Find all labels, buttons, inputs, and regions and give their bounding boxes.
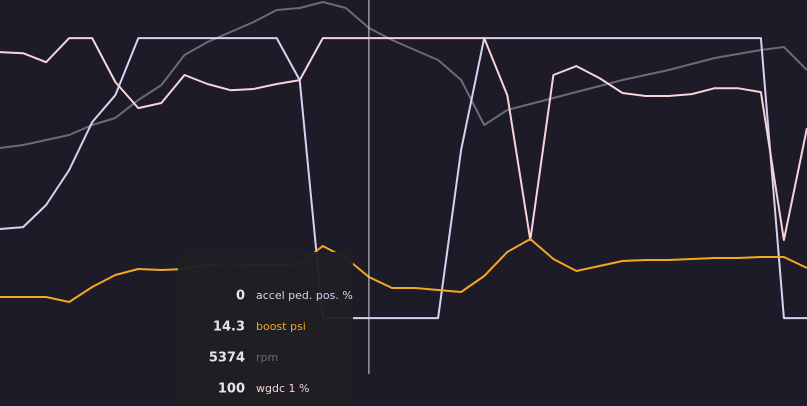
tooltip-value: 5374 <box>209 351 245 366</box>
series-line <box>0 37 807 241</box>
series-line <box>0 238 807 303</box>
series-line <box>0 1 807 149</box>
tooltip-value: 0 <box>236 289 245 304</box>
series-line <box>0 37 807 320</box>
plot-area <box>0 0 807 374</box>
tooltip-label: rpm <box>256 351 278 364</box>
tooltip-label: boost psi <box>256 320 306 333</box>
tooltip-box <box>178 252 353 406</box>
tooltip-value: 100 <box>218 382 245 397</box>
tooltip-label: wgdc 1 % <box>256 382 309 395</box>
tooltip: 0 accel ped. pos. % 14.3 boost psi 5374 rpm 10… <box>178 252 353 406</box>
tooltip-label: accel ped. pos. % <box>256 289 353 302</box>
tooltip-value: 14.3 <box>213 320 245 335</box>
